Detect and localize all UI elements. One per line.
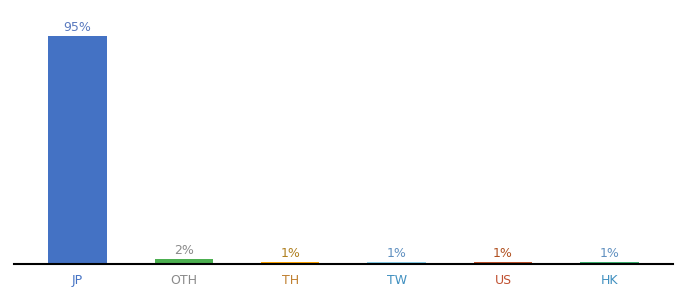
Text: 1%: 1%: [387, 247, 407, 260]
Bar: [367, 262, 426, 264]
Bar: [48, 36, 107, 264]
Text: 1%: 1%: [493, 247, 513, 260]
Text: 1%: 1%: [280, 247, 300, 260]
Bar: [474, 262, 532, 264]
Text: 2%: 2%: [174, 244, 194, 257]
Text: 95%: 95%: [63, 21, 91, 34]
Text: 1%: 1%: [600, 247, 619, 260]
Bar: [261, 262, 320, 264]
Bar: [154, 259, 213, 264]
Bar: [580, 262, 639, 264]
